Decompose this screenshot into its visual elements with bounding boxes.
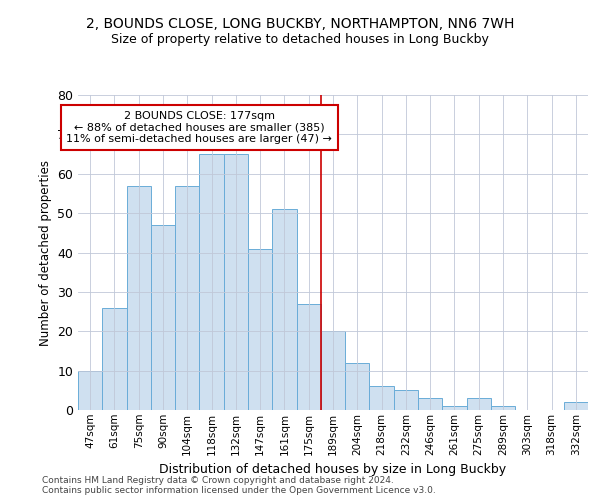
Bar: [345, 363, 370, 410]
Bar: [370, 386, 394, 410]
Text: 2, BOUNDS CLOSE, LONG BUCKBY, NORTHAMPTON, NN6 7WH: 2, BOUNDS CLOSE, LONG BUCKBY, NORTHAMPTO…: [86, 18, 514, 32]
Text: Size of property relative to detached houses in Long Buckby: Size of property relative to detached ho…: [111, 32, 489, 46]
Bar: [224, 154, 248, 410]
Bar: [248, 248, 272, 410]
Bar: [418, 398, 442, 410]
Bar: [491, 406, 515, 410]
X-axis label: Distribution of detached houses by size in Long Buckby: Distribution of detached houses by size …: [160, 463, 506, 476]
Text: Contains HM Land Registry data © Crown copyright and database right 2024.: Contains HM Land Registry data © Crown c…: [42, 476, 394, 485]
Bar: [78, 370, 102, 410]
Text: 2 BOUNDS CLOSE: 177sqm
← 88% of detached houses are smaller (385)
11% of semi-de: 2 BOUNDS CLOSE: 177sqm ← 88% of detached…: [67, 111, 332, 144]
Bar: [467, 398, 491, 410]
Bar: [321, 331, 345, 410]
Bar: [296, 304, 321, 410]
Bar: [151, 225, 175, 410]
Bar: [272, 209, 296, 410]
Bar: [102, 308, 127, 410]
Bar: [127, 186, 151, 410]
Bar: [394, 390, 418, 410]
Bar: [199, 154, 224, 410]
Bar: [564, 402, 588, 410]
Bar: [442, 406, 467, 410]
Y-axis label: Number of detached properties: Number of detached properties: [38, 160, 52, 346]
Bar: [175, 186, 199, 410]
Text: Contains public sector information licensed under the Open Government Licence v3: Contains public sector information licen…: [42, 486, 436, 495]
